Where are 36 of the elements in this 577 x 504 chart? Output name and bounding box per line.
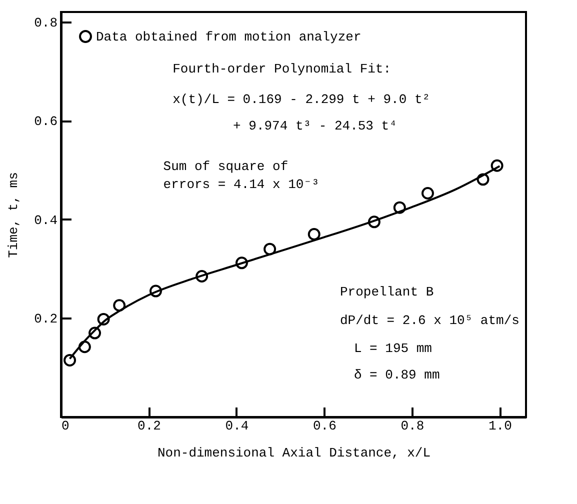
annotation: Fourth-order Polynomial Fit:	[172, 62, 392, 77]
point	[368, 216, 380, 228]
x-tick-label: 0.2	[138, 418, 161, 434]
annotation: Propellant B	[340, 284, 434, 300]
annotation: δ = 0.89 mm	[354, 367, 440, 382]
point	[264, 242, 276, 256]
y-tick-label: 0.8	[34, 15, 58, 30]
legend-label: Data obtained from motion analyzer	[96, 30, 362, 44]
x-tick-label: 0.4	[225, 418, 249, 434]
x-tick-label: 0.8	[400, 418, 424, 434]
point	[78, 340, 91, 354]
annotation: + 9.974 t³ - 24.53 t⁴	[233, 118, 397, 134]
y-tick-label: 0.4	[34, 212, 58, 228]
point	[150, 284, 162, 298]
point	[393, 201, 406, 214]
x-tick-label: 0	[62, 418, 70, 434]
point	[421, 187, 434, 200]
point	[308, 228, 320, 240]
y-tick-label: 0.2	[34, 312, 58, 327]
x-axis-title: Non-dimensional Axial Distance, x/L	[157, 446, 431, 460]
point	[64, 354, 76, 366]
x-tick-label: 0.6	[313, 418, 336, 434]
point	[88, 326, 102, 340]
y-axis-title: Time, t, ms	[6, 172, 22, 258]
annotation: Sum of square of	[163, 158, 288, 174]
point	[113, 299, 126, 312]
annotation: x(t)/L = 0.169 - 2.299 t + 9.0 t²	[172, 92, 430, 108]
point	[235, 256, 248, 270]
point	[97, 312, 110, 326]
x-tick-label: 1.0	[488, 418, 512, 434]
annotation: errors = 4.14 x 10⁻³	[163, 177, 320, 192]
point	[196, 270, 208, 282]
annotation: dP/dt = 2.6 x 10⁵ atm/s	[340, 312, 520, 328]
point	[476, 173, 490, 186]
y-tick-label: 0.6	[34, 114, 58, 130]
annotation: L = 195 mm	[354, 341, 432, 356]
